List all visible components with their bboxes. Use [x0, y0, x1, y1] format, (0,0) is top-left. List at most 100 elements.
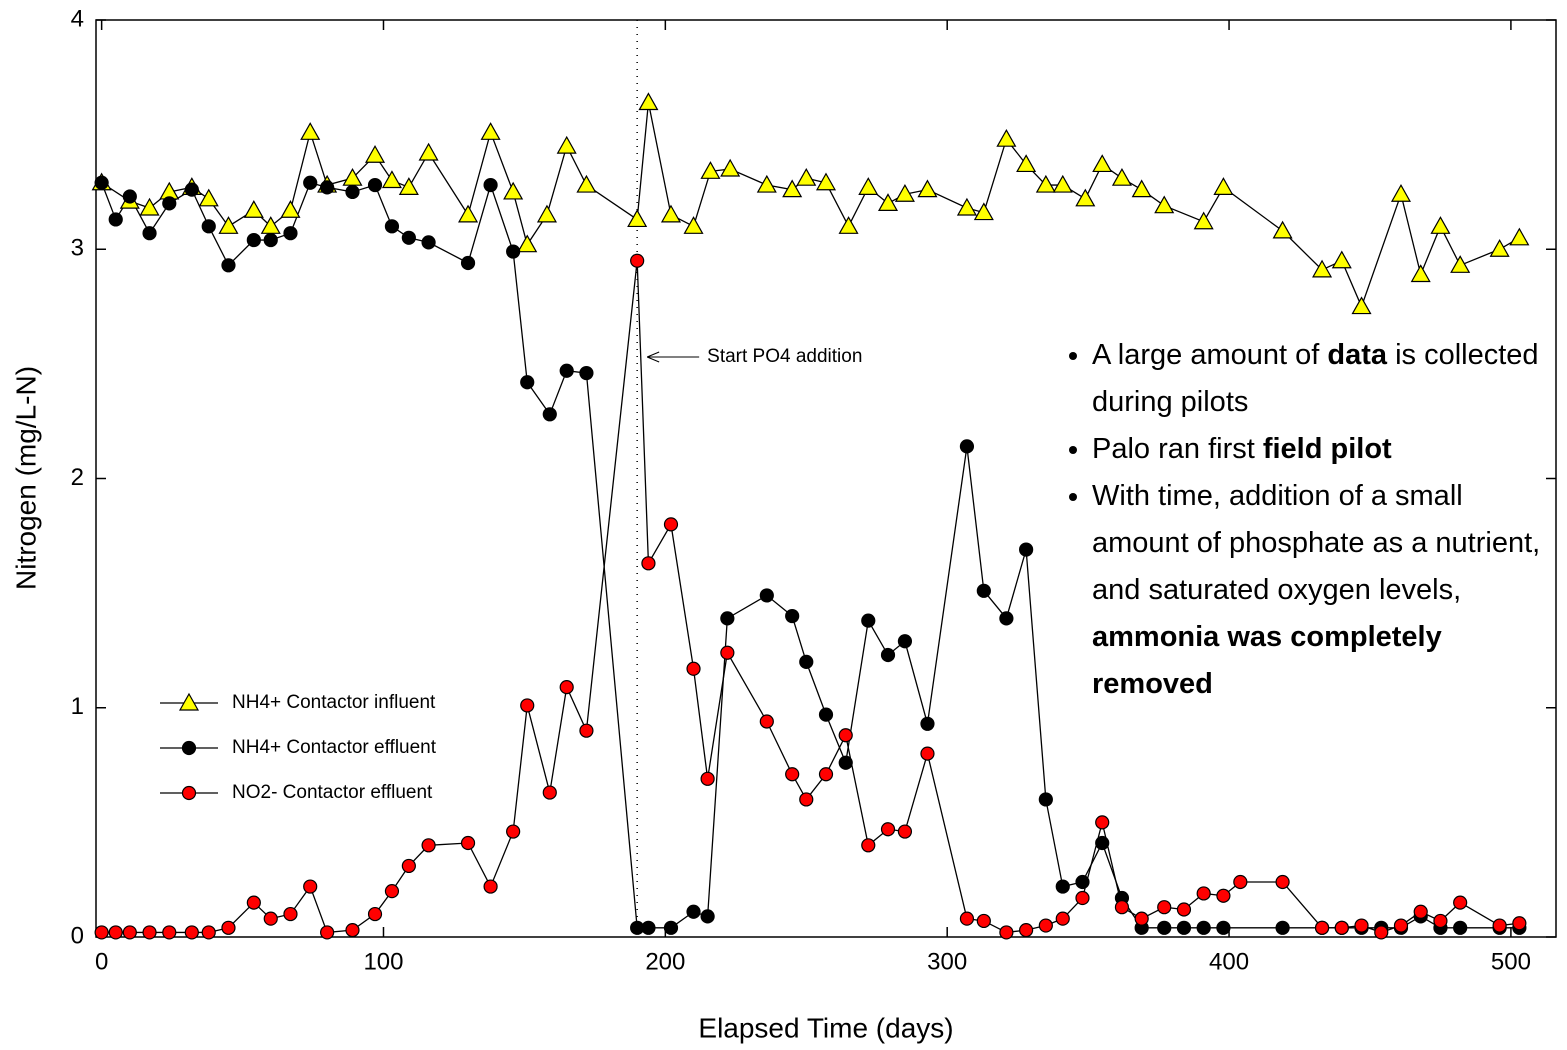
marker [759, 588, 774, 603]
marker [1092, 154, 1113, 173]
marker [799, 654, 814, 670]
marker [996, 128, 1017, 147]
marker [418, 142, 439, 161]
marker [877, 193, 899, 211]
marker [815, 172, 837, 191]
marker [785, 767, 800, 782]
y-tick-label: 0 [71, 922, 84, 949]
marker [838, 755, 853, 770]
marker [300, 122, 321, 140]
legend-label: NH4+ Contactor effluent [232, 737, 437, 758]
marker [1275, 920, 1290, 935]
marker [1196, 920, 1211, 935]
marker [1075, 188, 1096, 207]
marker [956, 197, 977, 216]
marker [785, 608, 800, 624]
marker [1492, 918, 1507, 933]
legend-label: NO2- Contactor effluent [232, 782, 433, 803]
marker [1453, 920, 1468, 935]
marker [976, 583, 991, 598]
marker [959, 439, 975, 454]
marker [959, 911, 975, 926]
marker [162, 925, 177, 940]
marker [263, 911, 278, 926]
marker [480, 122, 501, 140]
marker [1095, 835, 1110, 851]
marker [401, 858, 416, 874]
marker [506, 244, 521, 259]
marker [641, 920, 656, 935]
marker [458, 204, 479, 223]
marker [1331, 250, 1352, 269]
marker [720, 611, 735, 626]
marker [381, 170, 402, 189]
marker [184, 182, 199, 197]
marker [917, 179, 938, 198]
marker [880, 822, 896, 837]
marker [1193, 211, 1214, 230]
marker [1216, 920, 1231, 935]
marker [122, 189, 137, 204]
notes: A large amount of data is collected duri… [1058, 332, 1558, 708]
legend-marker [178, 692, 200, 711]
marker [630, 253, 645, 268]
marker [1374, 925, 1389, 940]
marker [246, 895, 261, 910]
marker [221, 920, 236, 935]
x-tick-label: 200 [645, 948, 685, 975]
marker [1489, 239, 1510, 257]
marker [1410, 264, 1431, 283]
marker [246, 232, 261, 248]
marker [976, 913, 991, 929]
marker [1196, 886, 1211, 901]
marker [1075, 890, 1090, 906]
marker [1354, 918, 1369, 933]
marker [384, 219, 400, 234]
marker [303, 175, 318, 190]
marker [1213, 177, 1234, 195]
marker [1095, 815, 1110, 830]
marker [483, 177, 498, 193]
y-tick-label: 4 [71, 5, 84, 32]
marker [796, 167, 817, 186]
y-tick-label: 2 [71, 464, 84, 491]
marker [1272, 220, 1293, 239]
marker [683, 216, 704, 234]
marker [1038, 792, 1053, 807]
marker [920, 716, 935, 731]
marker [838, 728, 853, 743]
marker [1351, 296, 1372, 315]
marker [320, 180, 335, 195]
marker [162, 196, 177, 211]
marker [108, 212, 123, 227]
marker [782, 179, 803, 198]
marker [756, 174, 777, 193]
marker [1157, 920, 1172, 935]
marker [999, 925, 1014, 940]
marker [627, 209, 648, 228]
y-tick-label: 1 [71, 693, 84, 720]
marker [542, 407, 557, 422]
marker [365, 145, 386, 163]
marker [421, 235, 436, 250]
note-text: data [1327, 339, 1388, 371]
marker [1334, 920, 1349, 935]
marker [759, 714, 774, 729]
marker [283, 906, 298, 922]
note-text: ammonia was completely removed [1092, 621, 1442, 700]
marker [1430, 216, 1451, 234]
marker [1154, 195, 1175, 214]
marker [559, 680, 574, 695]
marker [663, 517, 679, 532]
marker [401, 230, 416, 245]
marker [218, 216, 239, 234]
marker [973, 202, 994, 221]
note-text: With time, addition of a small amount of… [1092, 480, 1541, 606]
x-tick-label: 300 [927, 948, 967, 975]
marker [1176, 902, 1192, 917]
marker [201, 219, 216, 234]
note-text: field pilot [1262, 433, 1392, 465]
marker [108, 925, 123, 940]
